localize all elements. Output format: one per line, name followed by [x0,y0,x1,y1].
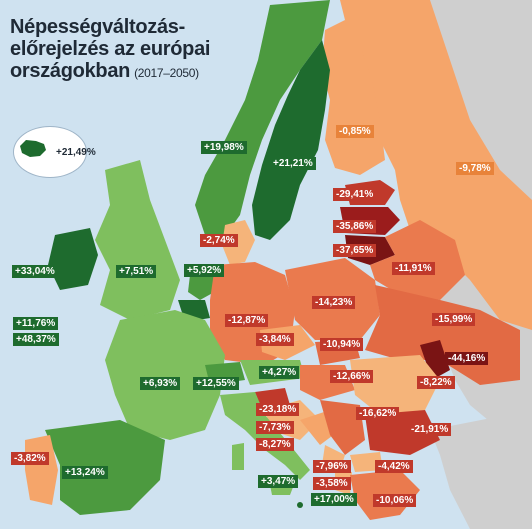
region-sweden [252,40,330,240]
label-slovakia: -10,94% [320,338,364,351]
label-france: +6,93% [140,377,181,390]
land-turkey [430,410,532,529]
label-belgium: +11,76% [13,317,59,330]
region-italy [220,392,310,480]
label-uk: +7,51% [116,265,157,278]
region-moldova [420,340,450,380]
region-malta [297,502,303,508]
label-croatia: -7,73% [256,421,294,434]
label-portugal: -3,82% [11,452,49,465]
label-moldova: -44,16% [445,352,489,365]
label-austria: +4,27% [259,366,300,379]
region-bulgaria [365,410,440,455]
region-norway [195,0,330,240]
label-malta: +17,00% [311,493,357,506]
label-norway: +19,98% [201,141,247,154]
title-line-2: előrejelzés az európai [10,38,211,60]
label-italy: +3,47% [258,475,299,488]
label-macedonia: -4,42% [375,460,413,473]
label-denmark: -2,74% [200,234,238,247]
label-belarus: -11,91% [392,262,435,275]
region-ireland [48,228,98,290]
label-spain: +13,24% [62,466,108,479]
title-line-3-text: országokban [10,60,131,82]
label-hungary: -12,66% [330,370,374,383]
label-switzerland: +12,55% [193,377,239,390]
label-serbia: -16,62% [356,407,400,420]
region-serbia [320,400,365,455]
label-latvia: -35,86% [333,220,377,233]
label-ukraine: -15,99% [432,313,476,326]
label-czechia: -3,84% [256,333,294,346]
label-montenegro: -7,96% [313,460,351,473]
label-finland: -0,85% [336,125,374,138]
label-albania: -3,58% [313,477,351,490]
label-russia-region: -9,78% [456,162,494,175]
label-ireland: +33,04% [12,265,58,278]
region-macedonia [350,452,383,472]
label-poland: -14,23% [312,296,356,309]
region-belarus [370,220,465,300]
label-sweden: +21,21% [270,157,316,170]
region-france [105,310,225,440]
label-greece: -10,06% [373,494,417,507]
label-estonia: -29,41% [333,188,377,201]
label-lithuania: -37,65% [333,244,377,257]
iceland-shape [20,140,46,157]
label-romania: -8,22% [417,376,455,389]
region-sardinia [232,443,244,470]
label-germany: -12,87% [225,314,269,327]
label-bosnia: -8,27% [256,438,294,451]
region-russia-west [340,0,532,330]
label-netherlands: +5,92% [184,264,225,277]
title-line-3: országokban (2017–2050) [10,60,260,84]
label-iceland: +21,49% [56,147,96,158]
label-bulgaria: -21,91% [408,423,452,436]
title-period: (2017–2050) [134,66,199,80]
label-luxembourg: +48,37% [13,333,59,346]
region-uk [95,160,180,320]
title-line-1: Népességváltozás- [10,16,185,38]
map-title: Népességváltozás- előrejelzés az európai… [10,16,260,84]
region-denmark [222,220,255,265]
label-slovenia: -23,18% [256,403,300,416]
